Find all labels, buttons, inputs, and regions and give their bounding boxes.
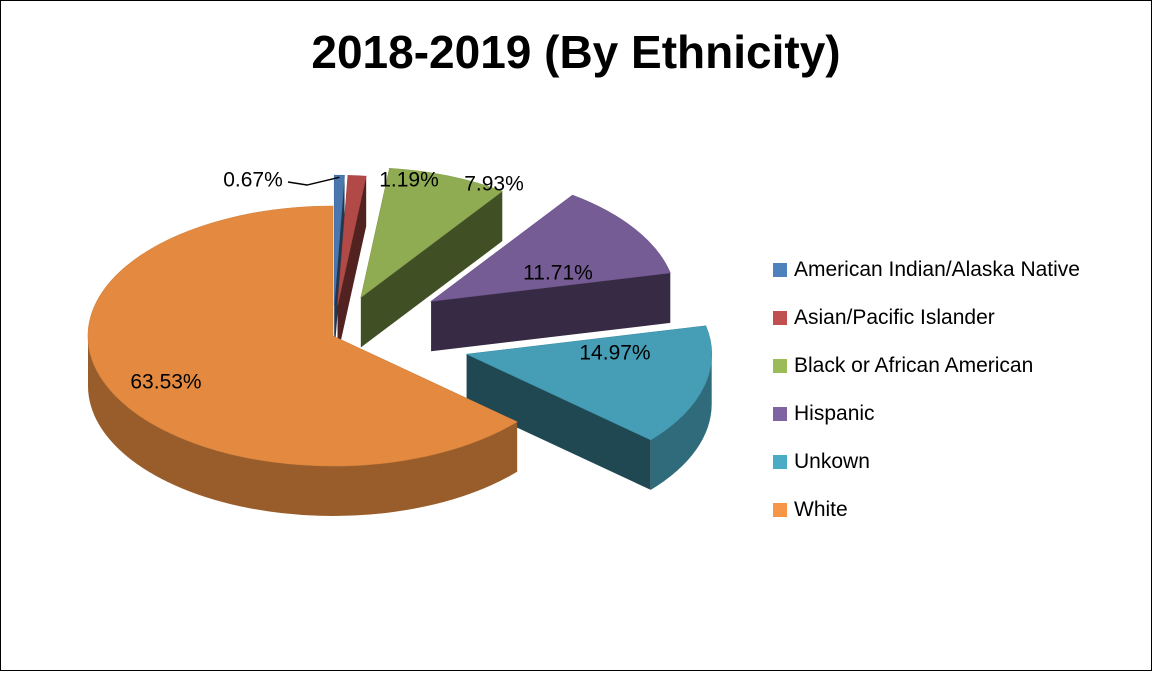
pie-slice-black-or-african-american [360,167,503,299]
legend-label: White [794,498,848,521]
pie-slice-wall-american-indian-alaska-native-1 [334,175,345,356]
data-label-black-or-african-american: 7.93% [464,173,524,196]
legend-label: Black or African American [794,354,1034,377]
legend-label: Asian/Pacific Islander [794,306,995,329]
pie-slice-side-white [88,336,518,516]
legend-label: Unkown [794,450,870,473]
legend-item-asian-pacific-islander: Asian/Pacific Islander [773,294,1080,342]
legend-swatch [773,407,787,421]
legend: American Indian/Alaska Native Asian/Pacif… [773,246,1080,534]
data-label-american-indian-alaska-native: 0.67% [223,169,283,192]
legend-item-white: White [773,486,1080,534]
legend-item-hispanic: Hispanic [773,390,1080,438]
legend-item-unkown: Unkown [773,438,1080,486]
chart-title: 2018-2019 (By Ethnicity) [311,26,841,78]
legend-label: Hispanic [794,402,875,425]
leader-line-american-indian-alaska-native [287,176,340,186]
pie-slice-side-unkown [650,354,712,490]
legend-swatch [773,455,787,469]
legend-swatch [773,311,787,325]
data-label-white: 63.53% [130,371,201,394]
pie-slice-american-indian-alaska-native [333,174,345,306]
pie-slice-wall-hispanic-1 [431,272,671,352]
data-label-hispanic: 11.71% [523,262,593,285]
pie-slice-hispanic [430,194,671,302]
legend-swatch [773,263,787,277]
pie-slice-unkown [465,325,712,441]
legend-swatch [773,503,787,517]
legend-item-black-or-african-american: Black or African American [773,342,1080,390]
pie-slice-wall-black-or-african-american-1 [360,191,503,348]
data-label-unkown: 14.97% [579,342,650,365]
pie-slice-white [87,205,518,467]
pie-slice-wall-asian-pacific-islander-1 [337,176,367,356]
legend-item-american-indian-alaska-native: American Indian/Alaska Native [773,246,1080,294]
pie-slice-asian-pacific-islander [337,175,367,306]
legend-swatch [773,359,787,373]
legend-label: American Indian/Alaska Native [794,258,1080,281]
data-label-asian-pacific-islander: 1.19% [379,169,439,192]
pie-slice-wall-unkown-1 [466,354,651,490]
